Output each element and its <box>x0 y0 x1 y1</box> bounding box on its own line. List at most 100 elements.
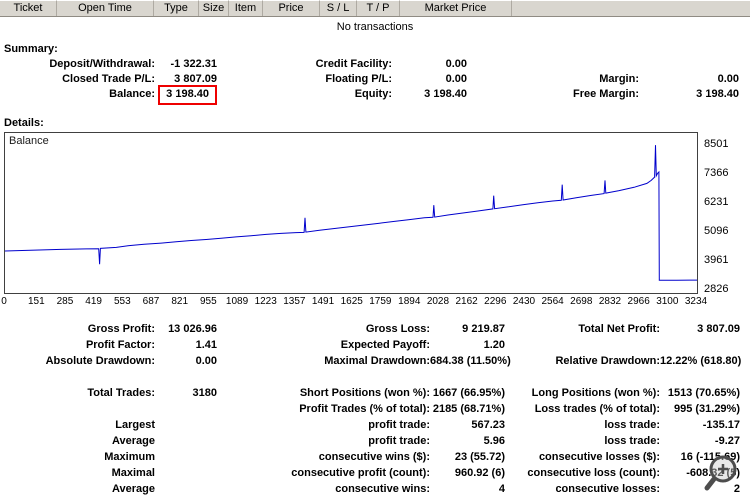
summary-value: 0.00 <box>445 58 467 70</box>
x-tick-label: 2162 <box>455 296 478 307</box>
x-tick-label: 1089 <box>225 296 249 307</box>
stat-value: 960.92 (6) <box>454 467 505 479</box>
column-header-t-p[interactable]: T / P <box>357 0 400 16</box>
column-header-price[interactable]: Price <box>263 0 320 16</box>
column-header-size[interactable]: Size <box>199 0 229 16</box>
column-header-open-time[interactable]: Open Time <box>57 0 154 16</box>
x-tick-label: 151 <box>27 296 45 307</box>
column-header-filler <box>512 0 750 16</box>
summary-value <box>639 57 739 72</box>
stat-label: Loss trades (% of total): <box>534 403 660 415</box>
summary-section: Deposit/Withdrawal: -1 322.31 Credit Fac… <box>0 57 750 158</box>
balance-chart: Balance 8501 7366 6231 5096 3961 2826 0 151 285… <box>1 132 750 308</box>
stat-label: Average <box>111 435 155 447</box>
stat-label: profit trade: <box>368 419 430 431</box>
y-tick-label: 5096 <box>704 224 729 237</box>
summary-label: Free Margin: <box>572 88 639 100</box>
x-tick-label: 285 <box>56 296 74 307</box>
summary-label: Equity: <box>354 88 392 100</box>
stat-label: profit trade: <box>368 435 430 447</box>
stat-value: 1.41 <box>195 339 217 351</box>
x-tick-label: 2296 <box>484 296 507 307</box>
stat-value <box>155 449 217 465</box>
stat-label: consecutive wins: <box>335 483 430 495</box>
stat-value: 684.38 (11.50%) <box>430 355 511 367</box>
stat-label: Maximal Drawdown: <box>324 355 430 367</box>
x-tick-label: 419 <box>85 296 102 307</box>
summary-label: Closed Trade P/L: <box>62 73 155 85</box>
y-tick-label: 8501 <box>704 138 729 151</box>
stat-label: consecutive profit (count): <box>291 467 430 479</box>
stat-value: 1.20 <box>483 339 505 351</box>
summary-label-balance: Balance: <box>109 88 155 100</box>
summary-label: Margin: <box>599 73 639 85</box>
stats-row-spacer <box>0 369 740 375</box>
stat-value <box>155 433 217 449</box>
stat-value: 5.96 <box>483 435 505 447</box>
y-tick-label: 6231 <box>704 196 729 209</box>
x-tick-label: 0 <box>1 296 7 307</box>
stat-label: Short Positions (won %): <box>299 387 430 399</box>
column-header-s-l[interactable]: S / L <box>320 0 357 16</box>
stat-label: Expected Payoff: <box>340 339 430 351</box>
x-tick-label: 821 <box>171 296 189 307</box>
stat-label: Profit Factor: <box>85 339 155 351</box>
x-tick-label: 687 <box>142 296 160 307</box>
stat-value: 995 (31.29%) <box>673 403 740 415</box>
summary-value: 0.00 <box>445 73 467 85</box>
x-tick-label: 955 <box>200 296 217 307</box>
stat-value: 3180 <box>192 387 217 399</box>
summary-value: 3 198.40 <box>696 88 739 100</box>
column-header-type[interactable]: Type <box>154 0 199 16</box>
stat-label: Average <box>111 483 155 495</box>
stat-value <box>155 401 217 417</box>
chart-x-axis: 0 151 285 419 553 687 821 955 1089 1223 1357 1491 16… <box>1 296 750 308</box>
summary-value: -1 322.31 <box>170 58 217 70</box>
balance-line <box>5 145 697 281</box>
stat-label: loss trade: <box>604 419 660 431</box>
chart-y-axis: 8501 7366 6231 5096 3961 2826 <box>704 132 750 295</box>
stat-label: Relative Drawdown: <box>555 355 660 367</box>
empty-table-message: No transactions <box>336 21 414 33</box>
stat-value: 4 <box>498 483 505 495</box>
summary-label <box>467 57 639 72</box>
stat-value: 567.23 <box>471 419 505 431</box>
column-header-ticket[interactable]: Ticket <box>0 0 57 16</box>
y-tick-label: 7366 <box>704 167 729 180</box>
stat-value: 23 (55.72) <box>454 451 505 463</box>
summary-value-balance: 3 198.40 <box>155 85 217 105</box>
summary-value: 0.00 <box>717 73 739 85</box>
stat-value <box>155 481 217 497</box>
x-tick-label: 553 <box>113 296 131 307</box>
stat-label: Largest <box>115 419 155 431</box>
stat-value: -9.27 <box>714 435 740 447</box>
stat-label: loss trade: <box>604 435 660 447</box>
summary-label: Credit Facility: <box>315 58 392 70</box>
y-tick-label: 2826 <box>704 282 729 295</box>
stat-label: Total Net Profit: <box>578 323 660 335</box>
stat-value: 3 807.09 <box>697 323 740 335</box>
x-tick-label: 2028 <box>426 296 450 307</box>
x-tick-label: 2430 <box>512 296 536 307</box>
x-tick-label: 1894 <box>398 296 421 307</box>
column-header-item[interactable]: Item <box>229 0 263 16</box>
x-tick-label: 2698 <box>570 296 593 307</box>
x-tick-label: 1223 <box>254 296 277 307</box>
stats-grid: Gross Profit: 13 026.96 Gross Loss: 9 219.8… <box>0 321 750 497</box>
stat-value: 13 026.96 <box>168 323 217 335</box>
stat-value: 1513 (70.65%) <box>667 387 740 399</box>
stat-label <box>0 401 155 417</box>
x-tick-label: 3100 <box>656 296 679 307</box>
chart-series-label: Balance <box>9 135 49 147</box>
x-tick-label: 1491 <box>311 296 335 307</box>
y-tick-label: 3961 <box>704 253 729 266</box>
column-header-market-price[interactable]: Market Price <box>400 0 512 16</box>
chart-plot-area: Balance <box>4 132 698 294</box>
x-tick-label: 2832 <box>598 296 622 307</box>
x-tick-label: 1357 <box>283 296 306 307</box>
stat-label: consecutive loss (count): <box>527 467 660 479</box>
magnifier-icon[interactable] <box>700 452 746 498</box>
x-tick-label: 1759 <box>369 296 392 307</box>
summary-grid: Deposit/Withdrawal: -1 322.31 Credit Fac… <box>0 57 750 105</box>
